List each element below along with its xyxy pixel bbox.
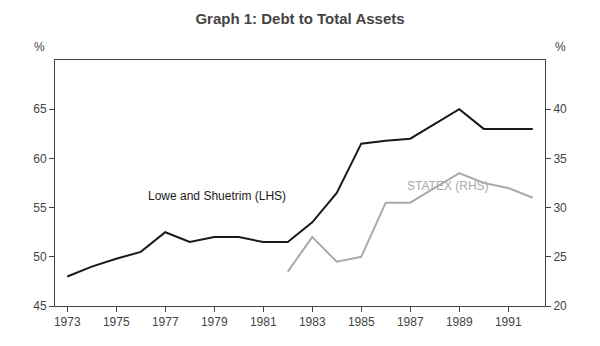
- svg-text:%: %: [555, 40, 566, 54]
- svg-text:1981: 1981: [250, 315, 277, 329]
- svg-text:45: 45: [33, 299, 47, 313]
- svg-text:1985: 1985: [348, 315, 375, 329]
- svg-text:50: 50: [33, 250, 47, 264]
- svg-text:Graph 1: Debt to Total Assets: Graph 1: Debt to Total Assets: [195, 10, 404, 27]
- svg-text:1987: 1987: [397, 315, 424, 329]
- svg-text:1973: 1973: [54, 315, 81, 329]
- svg-text:1991: 1991: [495, 315, 522, 329]
- svg-text:%: %: [34, 40, 45, 54]
- svg-text:25: 25: [553, 250, 567, 264]
- svg-text:40: 40: [553, 102, 567, 116]
- svg-text:65: 65: [33, 102, 47, 116]
- svg-text:55: 55: [33, 201, 47, 215]
- svg-text:20: 20: [553, 299, 567, 313]
- svg-text:1977: 1977: [152, 315, 179, 329]
- svg-text:35: 35: [553, 152, 567, 166]
- svg-text:1979: 1979: [201, 315, 228, 329]
- svg-text:STATEX (RHS): STATEX (RHS): [407, 179, 489, 193]
- svg-text:Lowe and Shuetrim (LHS): Lowe and Shuetrim (LHS): [148, 189, 286, 203]
- svg-text:60: 60: [33, 152, 47, 166]
- svg-text:1983: 1983: [299, 315, 326, 329]
- svg-text:1975: 1975: [103, 315, 130, 329]
- svg-text:30: 30: [553, 201, 567, 215]
- svg-text:1989: 1989: [446, 315, 473, 329]
